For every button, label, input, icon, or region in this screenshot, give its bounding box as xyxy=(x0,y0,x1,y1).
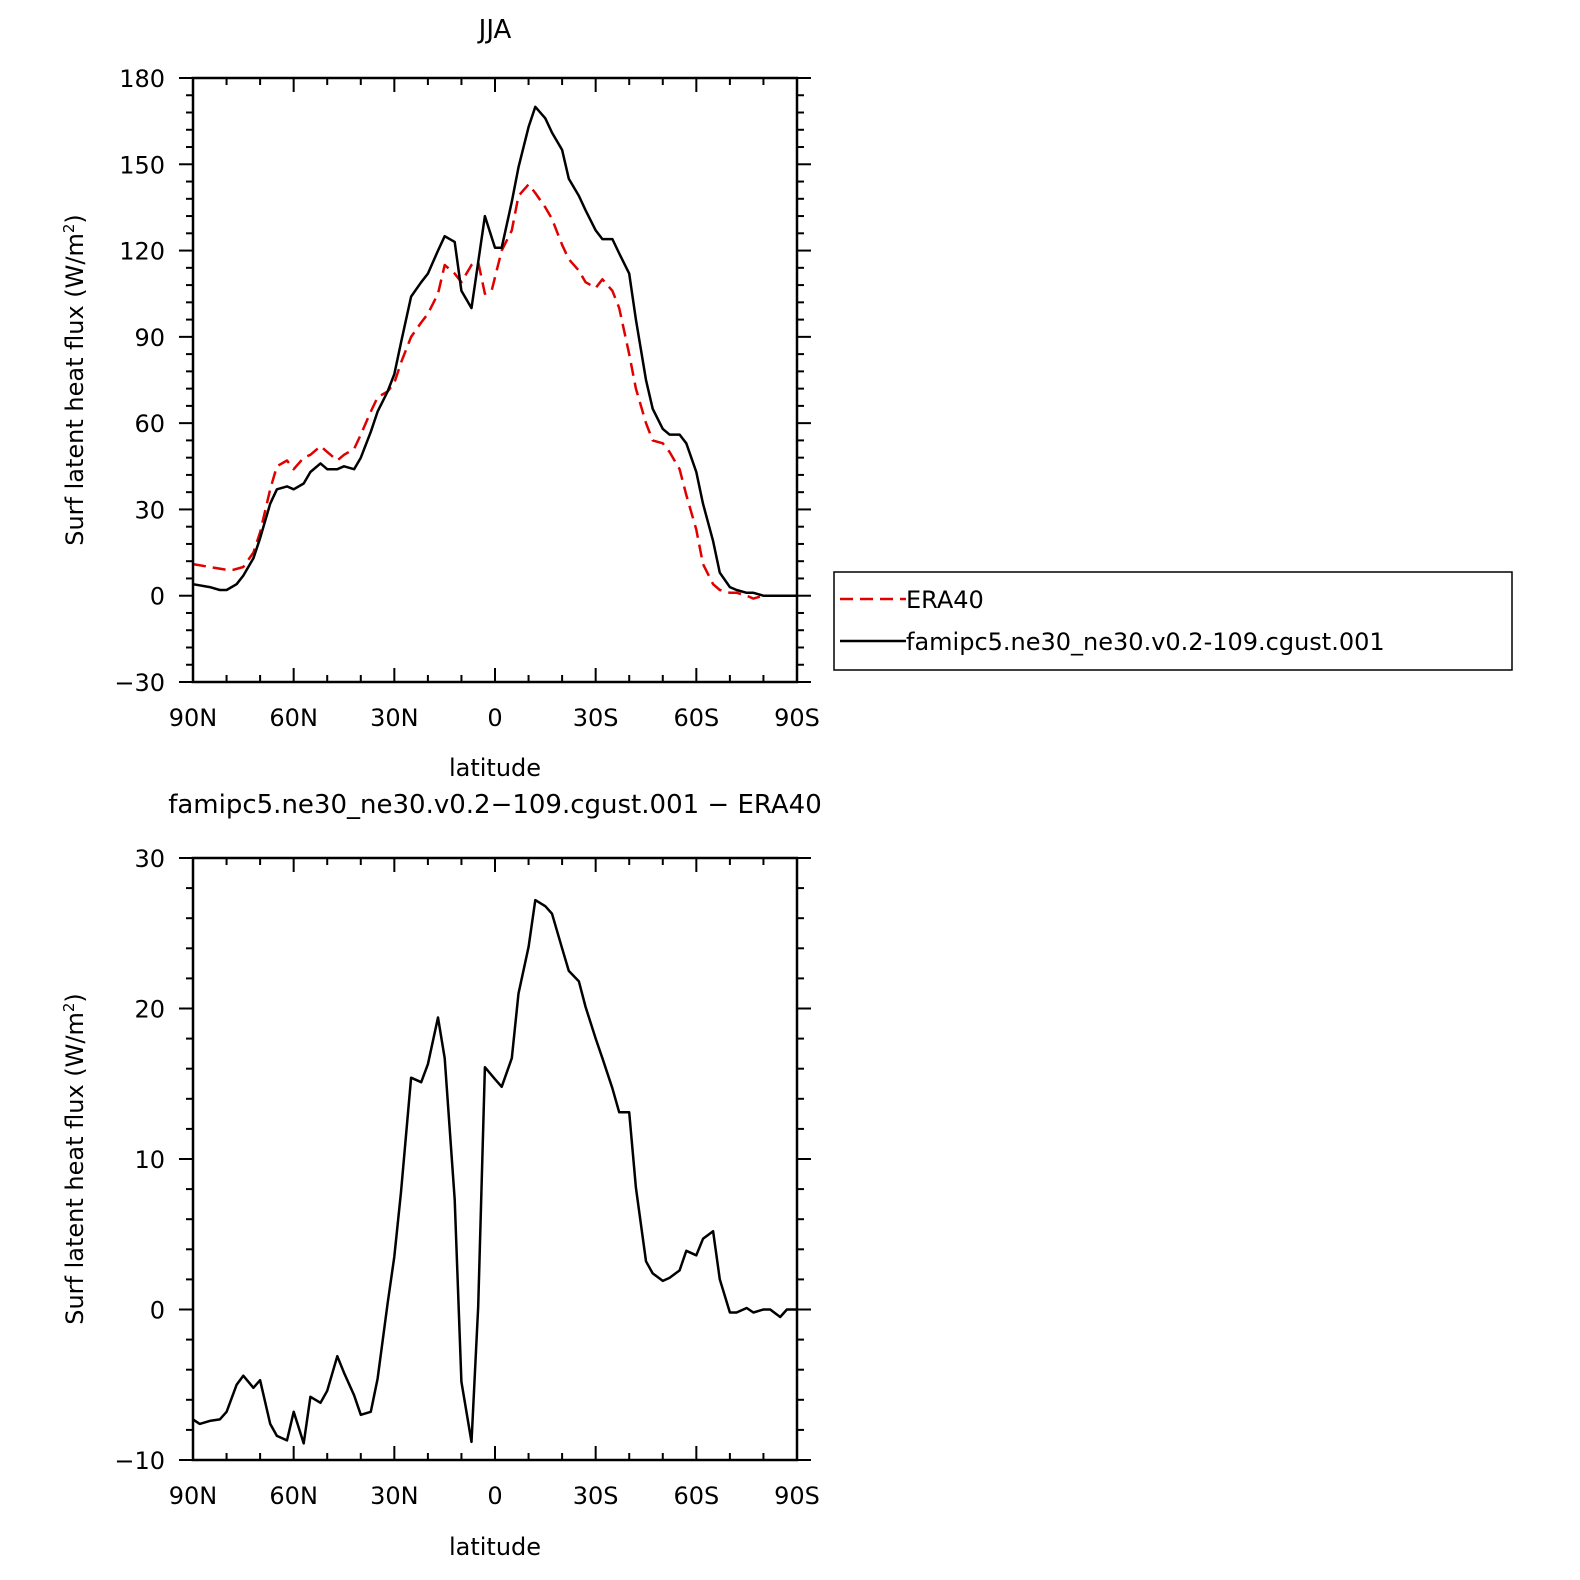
x-tick-label: 60N xyxy=(269,1482,318,1510)
bottom-panel-series xyxy=(192,898,797,1445)
y-tick-label: 30 xyxy=(134,496,165,524)
top-panel-ylabel: Surf latent heat flux (W/m2) xyxy=(60,214,89,546)
bottom-panel-ylabel-close: ) xyxy=(61,993,89,1002)
bottom-panel-tick-labels: 90N 60N 30N 0 30S 60S 90S −10 0 10 20 30 xyxy=(114,845,820,1510)
top-panel-series xyxy=(192,105,797,600)
x-tick-label: 30S xyxy=(573,704,619,732)
legend-label-model: famipc5.ne30_ne30.v0.2-109.cgust.001 xyxy=(906,628,1385,656)
legend-label-era40: ERA40 xyxy=(906,586,984,614)
top-panel-axes xyxy=(179,77,811,683)
top-panel-ylabel-sup: 2 xyxy=(60,224,78,234)
top-panel-frame xyxy=(191,76,799,684)
top-panel-jja: JJA 90N 60N 30N 0 30S 60S 90S −30 0 30 60 90 120 150 1… xyxy=(60,15,820,782)
y-tick-label: 0 xyxy=(150,1297,165,1325)
legend-box xyxy=(833,571,1513,671)
bottom-panel-frame xyxy=(191,856,799,1462)
y-tick-label: −30 xyxy=(114,669,165,697)
y-tick-label: 120 xyxy=(119,238,165,266)
model-series-line xyxy=(192,105,797,597)
y-tick-label: 90 xyxy=(134,324,165,352)
era40-series-line xyxy=(192,183,797,600)
bottom-panel-ylabel-main: Surf latent heat flux (W/m xyxy=(61,1012,89,1325)
x-tick-label: 30N xyxy=(370,704,419,732)
bottom-panel-difference: famipc5.ne30_ne30.v0.2−109.cgust.001 − E… xyxy=(60,790,822,1561)
y-tick-label: 0 xyxy=(150,583,165,611)
y-tick-label: 10 xyxy=(134,1146,165,1174)
y-tick-label: 20 xyxy=(134,996,165,1024)
y-tick-label: 30 xyxy=(134,845,165,873)
x-tick-label: 90N xyxy=(169,704,218,732)
top-panel-title: JJA xyxy=(477,15,512,45)
x-tick-label: 60S xyxy=(673,704,719,732)
bottom-panel-title: famipc5.ne30_ne30.v0.2−109.cgust.001 − E… xyxy=(168,790,822,820)
bottom-panel-ylabel-sup: 2 xyxy=(60,1003,78,1013)
y-tick-label: 150 xyxy=(119,151,165,179)
x-tick-label: 60N xyxy=(269,704,318,732)
x-tick-label: 30S xyxy=(573,1482,619,1510)
y-tick-label: −10 xyxy=(114,1447,165,1475)
x-tick-label: 0 xyxy=(487,1482,502,1510)
x-tick-label: 30N xyxy=(370,1482,419,1510)
x-tick-label: 90S xyxy=(774,1482,820,1510)
top-panel-xlabel: latitude xyxy=(449,754,541,782)
y-tick-label: 60 xyxy=(134,410,165,438)
x-tick-label: 60S xyxy=(673,1482,719,1510)
bottom-panel-xlabel: latitude xyxy=(449,1533,541,1561)
x-tick-label: 90S xyxy=(774,704,820,732)
x-tick-label: 90N xyxy=(169,1482,218,1510)
bottom-panel-axes xyxy=(179,857,811,1461)
top-panel-ylabel-close: ) xyxy=(61,214,89,223)
legend: ERA40 famipc5.ne30_ne30.v0.2-109.cgust.0… xyxy=(833,571,1513,671)
y-tick-label: 180 xyxy=(119,65,165,93)
bottom-panel-ylabel: Surf latent heat flux (W/m2) xyxy=(60,993,89,1325)
x-tick-label: 0 xyxy=(487,704,502,732)
top-panel-tick-labels: 90N 60N 30N 0 30S 60S 90S −30 0 30 60 90 120 150 180 xyxy=(114,65,820,732)
model-series-line xyxy=(192,898,797,1445)
top-panel-ylabel-main: Surf latent heat flux (W/m xyxy=(61,233,89,546)
